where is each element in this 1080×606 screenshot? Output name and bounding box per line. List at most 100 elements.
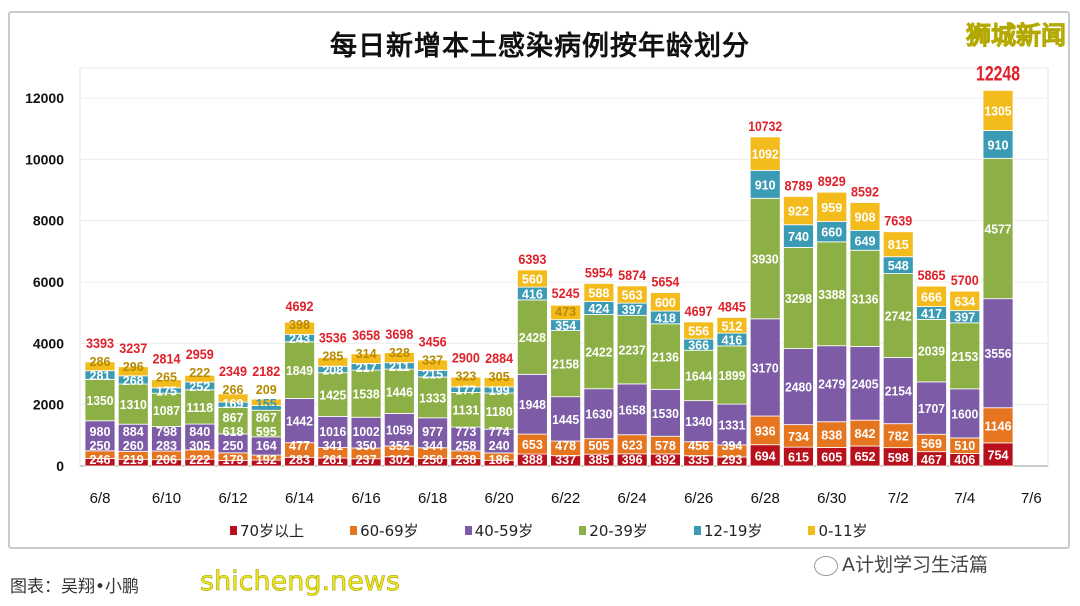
bar-segment (749, 318, 781, 417)
segment-label: 2136 (652, 350, 679, 365)
bar-segment (816, 345, 848, 423)
segment-label: 1180 (486, 404, 513, 419)
segment-label: 397 (954, 310, 975, 325)
bar-segment (151, 426, 182, 452)
segment-label: 512 (721, 318, 742, 333)
segment-label: 840 (189, 424, 210, 439)
segment-label: 922 (788, 204, 809, 219)
bar-segment (816, 241, 848, 347)
bar-segment (250, 398, 282, 406)
segment-label: 350 (356, 438, 377, 453)
bar-segment (317, 415, 349, 448)
segment-label: 1146 (985, 418, 1012, 433)
bar-segment (284, 341, 315, 399)
segment-label: 352 (389, 438, 410, 453)
bar-segment (184, 374, 216, 383)
legend-item: 70岁以上 (230, 520, 304, 541)
segment-label: 314 (356, 346, 378, 361)
segment-label: 653 (522, 437, 543, 452)
segment-label: 222 (189, 452, 210, 467)
x-tick-label: 6/14 (285, 490, 314, 507)
bar-segment (949, 290, 981, 312)
segment-label: 556 (688, 323, 709, 338)
segment-label: 281 (90, 368, 111, 383)
segment-label: 261 (322, 452, 343, 467)
segment-label: 258 (455, 438, 476, 453)
legend-label: 40-59岁 (474, 522, 534, 540)
bar-segment (749, 136, 781, 171)
segment-label: 1425 (319, 388, 346, 403)
bar-segment (417, 359, 449, 371)
segment-label: 1630 (585, 407, 612, 422)
bar-segment (583, 283, 615, 302)
segment-label: 842 (854, 426, 875, 441)
bar-segment (916, 318, 947, 383)
total-label: 3456 (419, 334, 447, 350)
segment-label: 1707 (918, 401, 945, 416)
bar-segment (516, 299, 548, 375)
segment-label: 305 (189, 438, 210, 453)
segment-label: 3388 (818, 287, 845, 302)
segment-label: 335 (688, 452, 709, 467)
x-tick-label: 6/16 (351, 490, 380, 507)
x-tick-label: 7/2 (888, 490, 909, 507)
segment-label: 754 (988, 447, 1010, 462)
segment-label: 578 (655, 438, 676, 453)
x-tick-label: 6/26 (684, 490, 713, 507)
legend-swatch (230, 526, 237, 535)
legend-item: 40-59岁 (464, 520, 534, 541)
chart-title: 每日新增本土感染病例按年龄划分 (330, 31, 750, 62)
segment-label: 328 (389, 345, 410, 360)
bar-segment (483, 392, 515, 430)
total-label: 2959 (186, 346, 214, 362)
total-label: 2900 (452, 350, 480, 366)
segment-label: 293 (721, 452, 742, 467)
segment-label: 1530 (652, 406, 679, 421)
segment-label: 1948 (519, 397, 546, 412)
segment-label: 199 (489, 383, 510, 398)
segment-label: 323 (455, 369, 476, 384)
x-tick-label: 6/8 (90, 490, 111, 507)
segment-label: 177 (455, 383, 476, 398)
segment-label: 3170 (752, 360, 779, 375)
bar-segment (716, 345, 748, 405)
x-tick-label: 6/24 (618, 490, 647, 507)
segment-label: 388 (522, 452, 543, 467)
x-tick-label: 6/20 (485, 490, 514, 507)
bar-segment (650, 292, 681, 312)
segment-label: 563 (622, 287, 643, 302)
legend-item: 20-39岁 (579, 520, 648, 541)
legend: 70岁以上 60-69岁 40-59岁 20-39岁 12-19岁 0-11岁 (230, 520, 868, 541)
segment-label: 2742 (885, 309, 912, 324)
segment-label: 2428 (519, 330, 546, 345)
segment-label: 398 (289, 317, 310, 332)
segment-label: 623 (622, 437, 643, 452)
segment-label: 246 (90, 452, 111, 467)
total-label: 3237 (119, 340, 147, 356)
segment-label: 2480 (785, 380, 812, 395)
segment-label: 179 (223, 452, 244, 467)
total-label: 2349 (219, 363, 247, 379)
segment-label: 649 (854, 233, 875, 248)
segment-label: 473 (555, 304, 576, 319)
segment-label: 959 (821, 200, 842, 215)
bar-segment (383, 352, 415, 364)
segment-label: 1442 (286, 414, 313, 429)
segment-label: 252 (189, 379, 210, 394)
segment-label: 798 (156, 424, 177, 439)
total-label: 5874 (618, 267, 646, 283)
segment-label: 588 (588, 285, 609, 300)
segment-label: 219 (123, 452, 144, 467)
legend-swatch (693, 526, 701, 535)
segment-label: 1446 (386, 384, 413, 399)
segment-label: 186 (489, 452, 510, 467)
segment-label: 243 (289, 331, 310, 346)
segment-label: 2422 (585, 345, 612, 360)
x-tick-label: 7/4 (954, 490, 975, 507)
legend-swatch (808, 526, 816, 535)
x-tick-label: 6/22 (551, 490, 580, 507)
segment-label: 250 (90, 438, 111, 453)
segment-label: 392 (655, 452, 676, 467)
total-label: 2182 (252, 363, 280, 379)
